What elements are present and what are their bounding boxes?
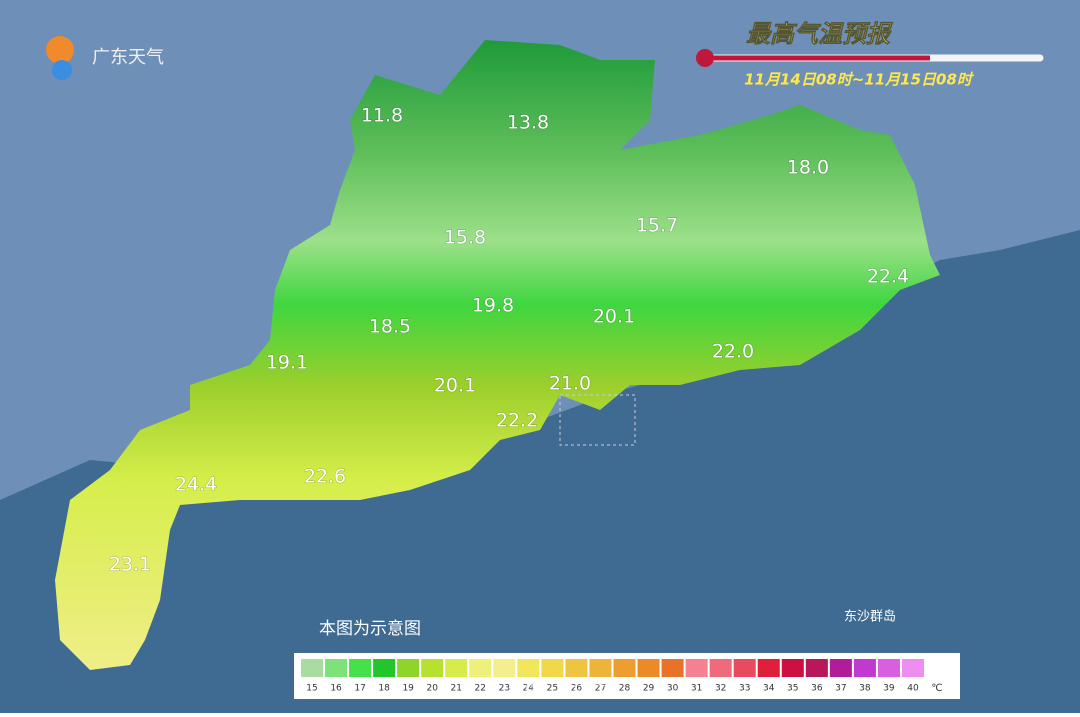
logo-icon	[52, 60, 72, 80]
legend-label: 33	[739, 684, 750, 694]
legend-swatch	[805, 659, 828, 677]
legend-swatch	[877, 659, 900, 677]
temperature-label: 22.6	[304, 466, 346, 488]
legend-label: 26	[571, 684, 583, 694]
thermometer-bulb	[696, 49, 714, 67]
legend-label: 34	[763, 684, 775, 694]
legend-swatch	[637, 659, 660, 677]
legend-swatch	[829, 659, 852, 677]
temperature-label: 20.1	[593, 306, 635, 328]
legend-swatch	[733, 659, 756, 677]
legend-swatch	[709, 659, 732, 677]
temperature-label: 22.0	[712, 341, 754, 363]
legend-label: 22	[475, 684, 486, 694]
legend-swatch	[445, 659, 468, 677]
legend-swatch	[397, 659, 420, 677]
legend-swatch	[685, 659, 708, 677]
legend-label: 20	[426, 684, 438, 694]
logo: 广东天气	[46, 36, 164, 80]
temperature-label: 18.0	[787, 157, 829, 179]
note: 本图为示意图	[319, 619, 421, 639]
legend-swatch	[541, 659, 564, 677]
legend-label: 28	[619, 684, 631, 694]
legend-label: 40	[907, 684, 919, 694]
legend-label: 18	[378, 684, 390, 694]
legend-swatch	[853, 659, 876, 677]
legend-label: 30	[667, 684, 679, 694]
legend-swatch	[301, 659, 324, 677]
legend-label: 15	[306, 684, 317, 694]
temperature-label: 19.1	[266, 352, 308, 374]
legend-label: 39	[883, 684, 895, 694]
legend-swatch	[421, 659, 444, 677]
temperature-label: 13.8	[507, 112, 549, 134]
legend-swatch	[325, 659, 348, 677]
hk-box	[559, 394, 636, 446]
legend-swatch	[565, 659, 588, 677]
temperature-label: 22.4	[867, 266, 909, 288]
legend-label: 29	[643, 684, 655, 694]
island-label: 东沙群岛	[844, 609, 896, 625]
legend-label: 23	[499, 684, 510, 694]
legend-swatch	[469, 659, 492, 677]
title: 最高气温预报	[746, 20, 893, 48]
watermark: @广东天气	[520, 675, 620, 699]
temperature-label: 20.1	[434, 375, 476, 397]
guangdong	[55, 40, 940, 670]
temperature-label: 21.0	[549, 373, 591, 395]
legend-swatch	[349, 659, 372, 677]
legend-label: 17	[354, 684, 365, 694]
legend-label: 31	[691, 684, 702, 694]
legend-swatch	[373, 659, 396, 677]
legend: 15 16 17 18 19 20 21 22 23 24 25 26 27 28 29 30 31 32 33 34…	[301, 659, 943, 694]
legend-swatch	[517, 659, 540, 677]
legend-label: 24	[523, 684, 535, 694]
legend-swatch	[901, 659, 924, 677]
temperature-label: 24.4	[175, 474, 217, 496]
legend-swatch	[589, 659, 612, 677]
legend-label: 25	[547, 684, 558, 694]
legend-swatch	[757, 659, 780, 677]
legend-unit: ℃	[931, 683, 942, 694]
temperature-label: 23.1	[109, 554, 151, 576]
legend-label: 16	[330, 684, 342, 694]
temperature-label: 15.7	[636, 215, 678, 237]
legend-swatch	[661, 659, 684, 677]
temperature-label: 15.8	[444, 227, 486, 249]
temperature-label: 11.8	[361, 105, 403, 127]
temperature-label: 19.8	[472, 295, 514, 317]
legend-label: 37	[835, 684, 846, 694]
logo-text: 广东天气	[92, 47, 164, 68]
legend-label: 19	[402, 684, 414, 694]
legend-label: 32	[715, 684, 726, 694]
logo-icon	[46, 36, 74, 64]
legend-label: 35	[787, 684, 798, 694]
labels: 11.8 13.8 18.0 15.8 15.7 22.4 18.5 19.8 20.1 22.0…	[108, 104, 909, 576]
temperature-label: 22.2	[496, 410, 538, 432]
legend-label: 36	[811, 684, 823, 694]
temperature-label: 18.5	[369, 316, 411, 338]
legend-swatch	[613, 659, 636, 677]
legend-label: 38	[859, 684, 871, 694]
legend-swatch	[493, 659, 516, 677]
subtitle: 11月14日08时~11月15日08时	[744, 71, 975, 89]
legend-swatch	[781, 659, 804, 677]
legend-label: 27	[595, 684, 606, 694]
legend-label: 21	[451, 684, 462, 694]
